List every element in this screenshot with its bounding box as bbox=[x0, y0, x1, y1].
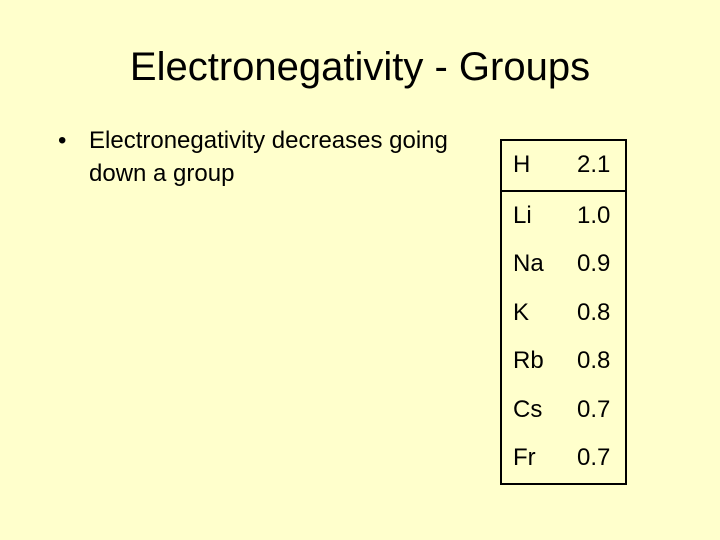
electronegativity-value: 0.8 bbox=[577, 298, 611, 326]
electronegativity-value: 0.7 bbox=[577, 444, 611, 472]
electronegativity-value: 0.7 bbox=[577, 395, 611, 423]
electronegativity-value: 0.8 bbox=[577, 347, 611, 375]
bullet-list: • Electronegativity decreases going down… bbox=[58, 124, 458, 190]
bullet-text: Electronegativity decreases going down a… bbox=[89, 127, 448, 187]
table-row: H 2.1 bbox=[501, 140, 626, 192]
table-row: K 0.8 bbox=[501, 289, 626, 338]
bullet-dot-icon: • bbox=[58, 127, 67, 154]
table-row: Cs 0.7 bbox=[501, 386, 626, 435]
element-symbol: Cs bbox=[513, 395, 543, 423]
electronegativity-value: 0.9 bbox=[577, 250, 611, 278]
table-row: Fr 0.7 bbox=[501, 434, 626, 484]
element-symbol: H bbox=[501, 140, 577, 192]
electronegativity-value: 2.1 bbox=[577, 140, 626, 192]
table-row: Rb 0.8 bbox=[501, 337, 626, 386]
slide-title: Electronegativity - Groups bbox=[129, 45, 591, 89]
element-symbol: Fr bbox=[513, 444, 536, 472]
element-symbol: K bbox=[513, 298, 530, 326]
element-symbol: Li bbox=[513, 201, 532, 229]
electronegativity-value: 1.0 bbox=[577, 201, 611, 229]
bullet-item: • Electronegativity decreases going down… bbox=[58, 124, 458, 190]
table-row: Li 1.0 bbox=[501, 191, 626, 241]
element-symbol: Rb bbox=[513, 347, 544, 375]
element-symbol: Na bbox=[513, 250, 544, 278]
table-row: Na 0.9 bbox=[501, 240, 626, 289]
electronegativity-table: H 2.1 Li 1.0 Na 0.9 K 0.8 Rb 0.8 Cs 0.7 bbox=[500, 139, 627, 485]
